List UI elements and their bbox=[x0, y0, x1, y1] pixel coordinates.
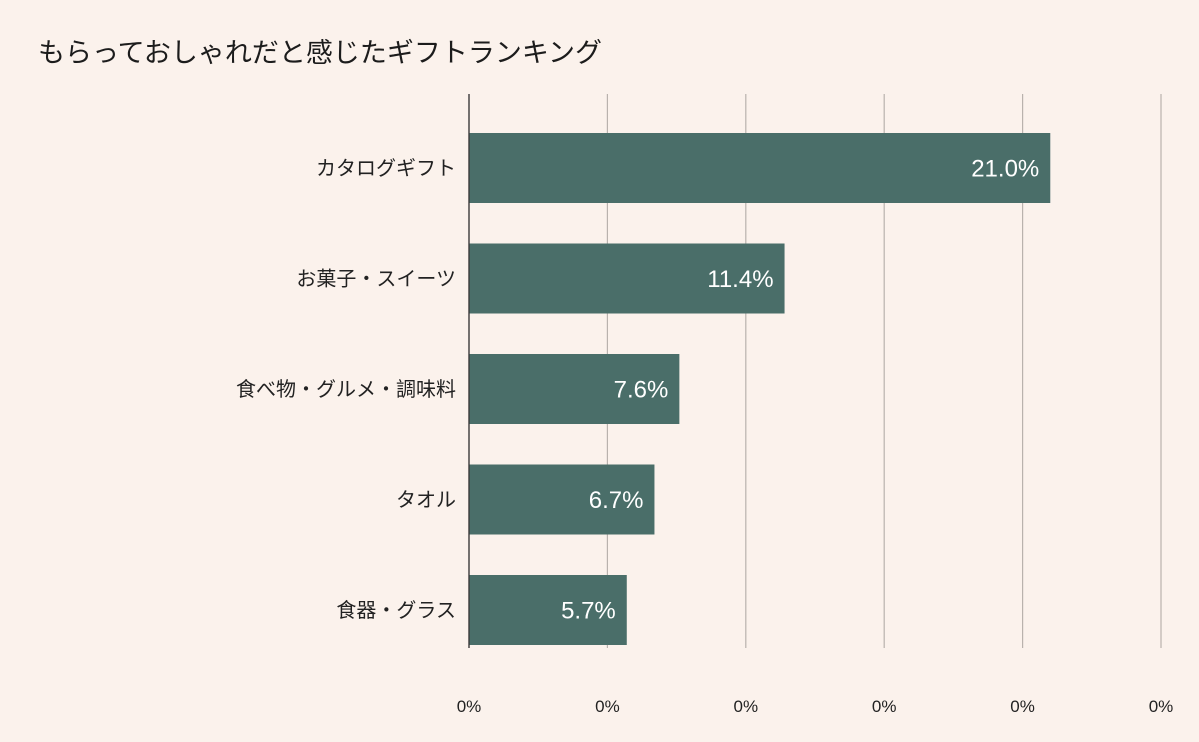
bar bbox=[469, 354, 680, 424]
x-tick-label: 0% bbox=[1010, 697, 1035, 716]
bar bbox=[469, 575, 627, 645]
x-tick-label: 0% bbox=[595, 697, 620, 716]
x-tick-label: 0% bbox=[457, 697, 482, 716]
data-label: 6.7% bbox=[589, 487, 644, 514]
category-label: カタログギフト bbox=[316, 156, 456, 180]
data-label: 7.6% bbox=[614, 377, 669, 404]
bar bbox=[469, 133, 1051, 203]
bar bbox=[469, 243, 785, 314]
x-tick-label: 0% bbox=[872, 697, 897, 716]
category-label: 食べ物・グルメ・調味料 bbox=[236, 377, 456, 401]
data-label: 5.7% bbox=[561, 598, 616, 625]
chart-title: もらっておしゃれだと感じたギフトランキング bbox=[38, 38, 602, 69]
x-tick-label: 0% bbox=[734, 697, 759, 716]
x-tick-label: 0% bbox=[1149, 697, 1174, 716]
category-label: お菓子・スイーツ bbox=[296, 267, 456, 291]
data-label: 11.4% bbox=[707, 266, 773, 293]
data-label: 21.0% bbox=[971, 156, 1039, 183]
bars: 21.0% 11.4% 7.6% 6.7% 5.7% bbox=[469, 133, 1051, 645]
category-label: 食器・グラス bbox=[336, 598, 456, 622]
bar bbox=[469, 464, 655, 535]
category-label: タオル bbox=[396, 488, 456, 512]
x-tick-labels: 0% 0% 0% 0% 0% 0% bbox=[457, 697, 1174, 716]
